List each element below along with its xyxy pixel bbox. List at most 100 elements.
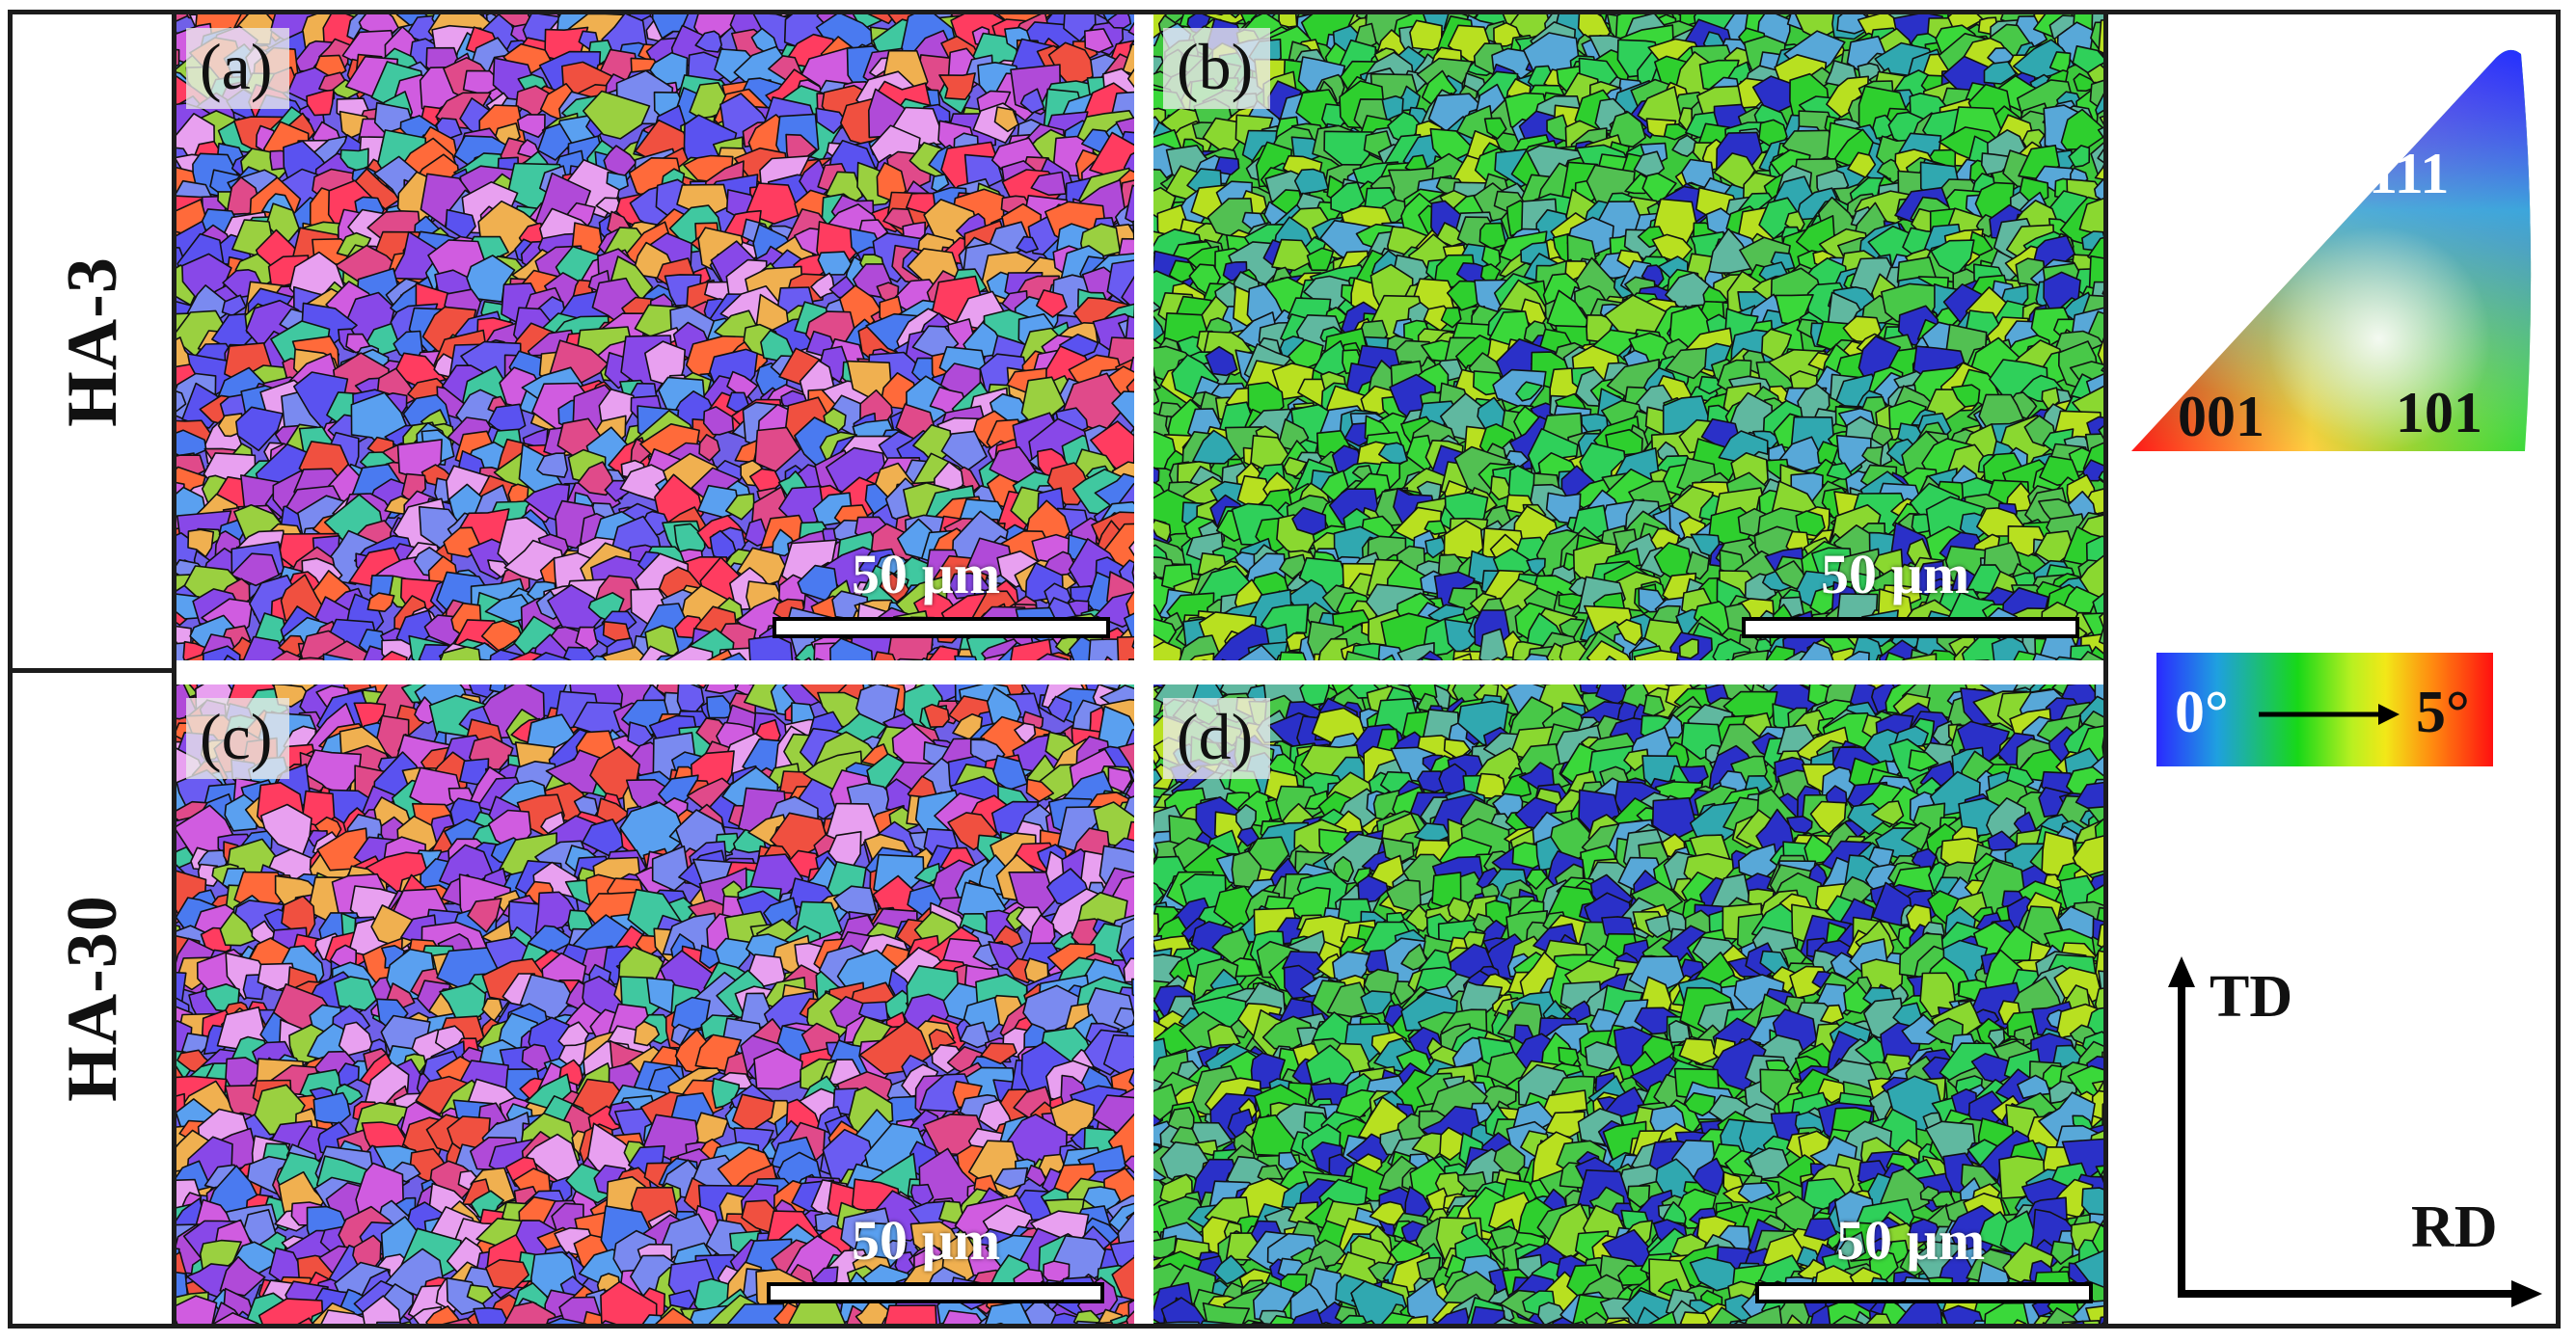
- grain: [176, 845, 197, 869]
- grain: [817, 251, 853, 276]
- grain: [2098, 625, 2103, 645]
- panel-a-ipf-map: (a) 50 µm: [176, 14, 1134, 660]
- grain: [633, 1020, 661, 1047]
- grain: [651, 14, 693, 40]
- grain: [1124, 612, 1134, 639]
- grain: [747, 634, 794, 660]
- grain: [1117, 742, 1134, 775]
- grain: [818, 345, 849, 384]
- grain: [1107, 766, 1133, 793]
- grain: [1799, 641, 1834, 660]
- grain: [1871, 423, 1894, 447]
- grain: [2032, 653, 2059, 660]
- grain: [1663, 123, 1691, 141]
- grain: [480, 619, 523, 652]
- grain: [938, 72, 976, 100]
- grain: [1678, 638, 1699, 659]
- grain: [1605, 655, 1617, 660]
- grain: [1123, 957, 1134, 983]
- grain: [803, 657, 812, 660]
- grain: [724, 493, 755, 521]
- grain: [2079, 650, 2103, 660]
- grain: [1111, 390, 1134, 429]
- grain: [219, 911, 257, 947]
- grain: [230, 552, 280, 587]
- grain: [1424, 536, 1447, 559]
- grain: [1127, 21, 1134, 36]
- grain: [1128, 540, 1134, 557]
- grain: [1490, 475, 1514, 501]
- panel-c-ipf-map: (c) 50 µm: [176, 684, 1134, 1324]
- grain: [702, 406, 735, 436]
- grain: [754, 426, 801, 472]
- grain: [1083, 28, 1114, 54]
- grain: [914, 863, 941, 885]
- panel-a-scale-bar: [773, 617, 1110, 638]
- grain: [1515, 381, 1543, 402]
- grain: [963, 996, 1001, 1033]
- grain: [223, 655, 237, 660]
- grain: [2101, 289, 2103, 296]
- row-label-ha30: HA-30: [14, 673, 173, 1324]
- grain: [753, 1048, 803, 1090]
- grain: [582, 90, 651, 140]
- grain: [1016, 235, 1039, 254]
- grain: [815, 107, 847, 134]
- grain: [1104, 656, 1114, 660]
- grain: [2099, 115, 2103, 125]
- grain: [1125, 591, 1134, 617]
- panel-b-map-graphic: [1153, 14, 2103, 660]
- grain: [1271, 238, 1315, 272]
- grain: [1025, 778, 1055, 803]
- grain: [1546, 114, 1571, 142]
- grain: [1047, 695, 1072, 723]
- grain: [1019, 88, 1045, 114]
- grain: [1478, 628, 1508, 660]
- grain: [1125, 184, 1134, 225]
- grain: [814, 658, 826, 660]
- grain: [537, 122, 573, 161]
- grain: [1983, 61, 2018, 85]
- grain: [187, 528, 215, 558]
- grain: [1409, 19, 1443, 51]
- grain: [2090, 142, 2103, 177]
- grain: [338, 1021, 374, 1057]
- grain: [1221, 658, 1228, 660]
- grain: [959, 1021, 990, 1049]
- grain: [1381, 94, 1404, 121]
- grain: [1127, 658, 1134, 660]
- grain: [536, 452, 569, 478]
- grain: [562, 646, 596, 660]
- grain: [1293, 168, 1329, 195]
- grain: [1125, 780, 1134, 802]
- grain: [1111, 875, 1134, 923]
- grain: [322, 653, 354, 660]
- grain: [1189, 652, 1215, 660]
- grain: [1025, 1164, 1047, 1188]
- grain: [1107, 1113, 1134, 1170]
- grain: [1847, 151, 1877, 178]
- grain: [1153, 519, 1172, 543]
- grain: [1279, 651, 1307, 660]
- grain: [1524, 653, 1550, 660]
- grain: [2098, 19, 2103, 54]
- grain: [1131, 220, 1134, 260]
- grain: [651, 845, 691, 892]
- grain: [1125, 820, 1134, 845]
- grain: [1153, 378, 1161, 392]
- grain: [1124, 1155, 1134, 1174]
- grain: [439, 646, 481, 660]
- grain: [2098, 425, 2103, 440]
- grain: [704, 684, 738, 694]
- grain: [380, 650, 408, 660]
- grain: [923, 703, 950, 729]
- grain: [2082, 459, 2103, 482]
- grain: [2094, 165, 2103, 180]
- grain: [224, 793, 258, 832]
- grain: [1344, 650, 1381, 660]
- grain: [366, 592, 395, 613]
- grain: [531, 652, 570, 660]
- grain: [176, 48, 180, 67]
- grain: [954, 655, 978, 660]
- grain: [1205, 345, 1238, 377]
